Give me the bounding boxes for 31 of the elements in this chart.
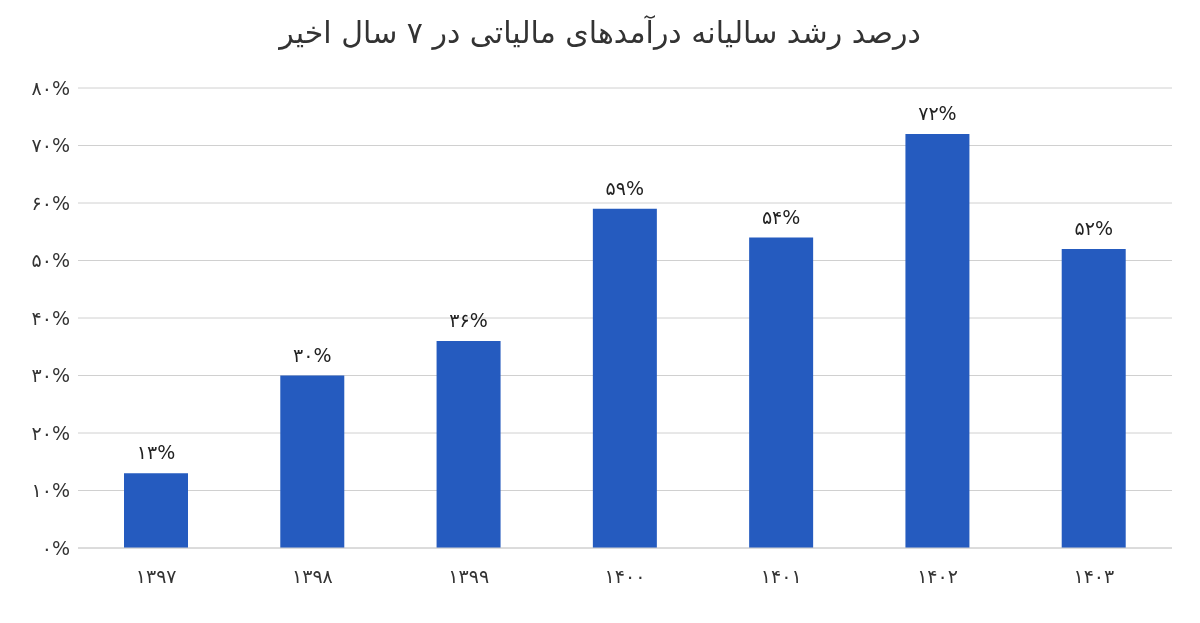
data-label: ۷۲% xyxy=(918,102,957,124)
y-tick-label: ۱۰% xyxy=(31,479,70,502)
bar xyxy=(1061,249,1126,548)
data-label: ۵۴% xyxy=(761,205,801,228)
y-tick-label: ۸۰% xyxy=(31,76,70,99)
y-tick-label: ۰% xyxy=(41,536,70,559)
x-tick-label: ۱۴۰۱ xyxy=(760,565,802,588)
bar xyxy=(592,208,657,548)
x-tick-label: ۱۴۰۰ xyxy=(604,565,646,588)
chart-title: درصد رشد سالیانه درآمدهای مالیاتی در ۷ سال اخیر xyxy=(277,14,922,52)
bar xyxy=(124,473,188,548)
data-label: ۳۶% xyxy=(449,309,488,331)
bar xyxy=(280,375,345,548)
data-label: ۱۳% xyxy=(136,441,176,464)
bar xyxy=(749,237,814,548)
x-tick-label: ۱۳۹۸ xyxy=(292,565,333,588)
x-tick-label: ۱۴۰۳ xyxy=(1073,565,1115,588)
x-tick-label: ۱۳۹۷ xyxy=(135,565,177,588)
data-label: ۳۰% xyxy=(293,343,332,366)
y-tick-label: ۷۰% xyxy=(31,134,70,157)
bar xyxy=(436,341,501,548)
data-label: ۵۲% xyxy=(1074,217,1113,239)
y-tick-label: ۴۰% xyxy=(31,306,70,329)
x-tick-label: ۱۳۹۹ xyxy=(448,565,490,588)
y-tick-label: ۶۰% xyxy=(31,191,70,214)
x-tick-label: ۱۴۰۲ xyxy=(917,565,958,588)
bar xyxy=(905,134,970,548)
y-tick-label: ۲۰% xyxy=(31,421,70,444)
y-tick-label: ۵۰% xyxy=(31,249,70,272)
data-label: ۵۹% xyxy=(605,176,645,199)
y-tick-label: ۳۰% xyxy=(31,364,70,387)
